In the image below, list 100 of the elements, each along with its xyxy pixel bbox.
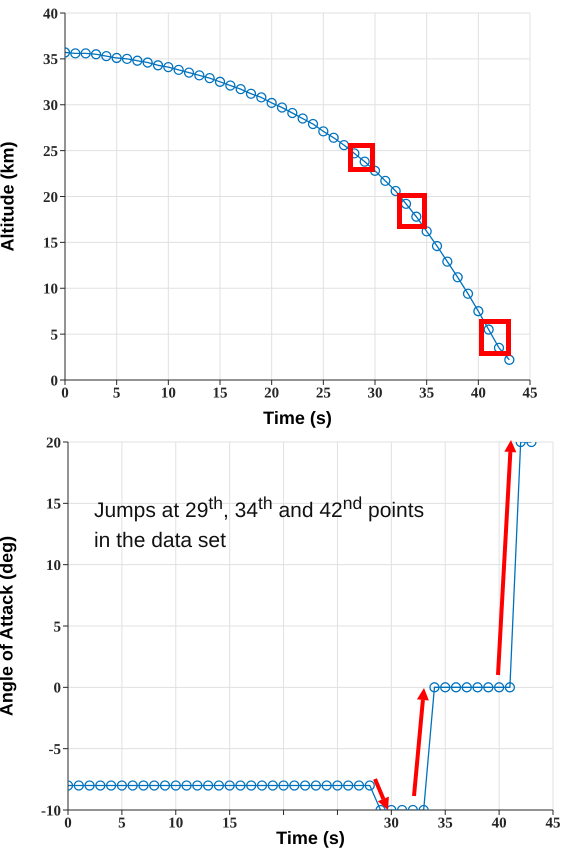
- point: [338, 140, 350, 150]
- point: [116, 780, 128, 791]
- point: [256, 92, 266, 103]
- y-tick-label: 10: [43, 282, 58, 298]
- y-tick-label: -10: [41, 803, 61, 820]
- point: [276, 102, 288, 113]
- x-tick-label: 10: [168, 816, 184, 832]
- point: [266, 98, 277, 108]
- point: [450, 682, 462, 692]
- point: [149, 780, 160, 791]
- point: [181, 780, 192, 791]
- x-tick-label: 30: [368, 386, 382, 402]
- point: [483, 682, 494, 692]
- x-tick-label: 35: [438, 816, 453, 832]
- y-tick-label: 15: [43, 236, 58, 252]
- point: [128, 780, 138, 791]
- point: [422, 226, 432, 237]
- point: [106, 780, 116, 791]
- point: [440, 682, 450, 692]
- point: [310, 780, 322, 791]
- point: [224, 780, 235, 791]
- point: [184, 67, 194, 78]
- point: [268, 780, 278, 791]
- point: [318, 126, 328, 137]
- point: [287, 108, 298, 118]
- x-tick-label: 0: [64, 816, 72, 832]
- point: [354, 780, 364, 791]
- x-tick-label: 45: [546, 816, 560, 832]
- point: [328, 132, 339, 143]
- point: [322, 780, 332, 791]
- point: [142, 57, 153, 68]
- point: [160, 780, 170, 791]
- point: [300, 780, 310, 791]
- point: [380, 176, 390, 186]
- x-tick-label: 40: [470, 386, 486, 402]
- x-tick-label: 25: [316, 386, 331, 402]
- x-axis-title: Time (s): [263, 408, 332, 428]
- y-tick-label: 30: [43, 98, 58, 114]
- point: [256, 780, 268, 791]
- point: [122, 54, 132, 64]
- point: [74, 780, 84, 791]
- x-tick-label: 15: [212, 386, 228, 402]
- point: [278, 780, 289, 791]
- y-tick-label: 0: [54, 680, 61, 697]
- point: [472, 682, 483, 692]
- y-tick-label: 5: [50, 327, 58, 344]
- y-tick-label: 15: [46, 496, 61, 513]
- point: [332, 780, 343, 791]
- x-tick-label: 5: [112, 386, 120, 402]
- y-tick-label: 35: [43, 52, 58, 68]
- point: [298, 113, 308, 124]
- point: [390, 186, 401, 196]
- y-tick-label: 20: [43, 190, 58, 206]
- point: [204, 72, 215, 84]
- text: Jumps at 29$^{th}$, 34$^{th}$ and 42$^{nd}$ points in the data set: [94, 493, 424, 552]
- y-tick-label: 5: [54, 619, 61, 636]
- x-tick-label: 10: [160, 386, 176, 402]
- point: [494, 682, 504, 692]
- point: [101, 50, 112, 62]
- point: [442, 256, 452, 267]
- y-tick-label: 40: [43, 6, 58, 22]
- point: [462, 288, 474, 299]
- point: [432, 240, 442, 252]
- point: [236, 84, 246, 94]
- point: [246, 88, 256, 99]
- point: [235, 780, 246, 791]
- point: [194, 70, 204, 81]
- point: [308, 118, 318, 130]
- point: [343, 780, 354, 791]
- point: [95, 780, 106, 791]
- point: [400, 198, 412, 209]
- x-tick-label: 5: [118, 816, 126, 832]
- point: [246, 780, 256, 791]
- point: [504, 682, 516, 692]
- point: [192, 780, 202, 791]
- x-tick-label: 30: [384, 816, 399, 832]
- point: [214, 76, 226, 87]
- point: [174, 64, 184, 76]
- point: [429, 682, 440, 692]
- point: [462, 682, 472, 692]
- x-tick-label: 40: [492, 816, 507, 832]
- point: [364, 780, 375, 791]
- x-axis-title: Time (s): [276, 828, 345, 848]
- point: [90, 49, 102, 60]
- point: [214, 780, 224, 791]
- y-axis-title: Altitude (km): [0, 142, 18, 252]
- point: [202, 780, 214, 791]
- y-tick-label: 10: [46, 558, 61, 574]
- point: [80, 48, 91, 59]
- x-tick-label: 45: [522, 386, 538, 402]
- point: [473, 306, 484, 316]
- point: [84, 780, 95, 791]
- point: [70, 48, 80, 59]
- y-tick-label: -5: [48, 742, 61, 758]
- point: [152, 60, 164, 70]
- point: [504, 354, 514, 365]
- point: [225, 80, 236, 91]
- x-tick-label: 35: [419, 386, 434, 402]
- point: [452, 272, 463, 282]
- point: [170, 780, 181, 791]
